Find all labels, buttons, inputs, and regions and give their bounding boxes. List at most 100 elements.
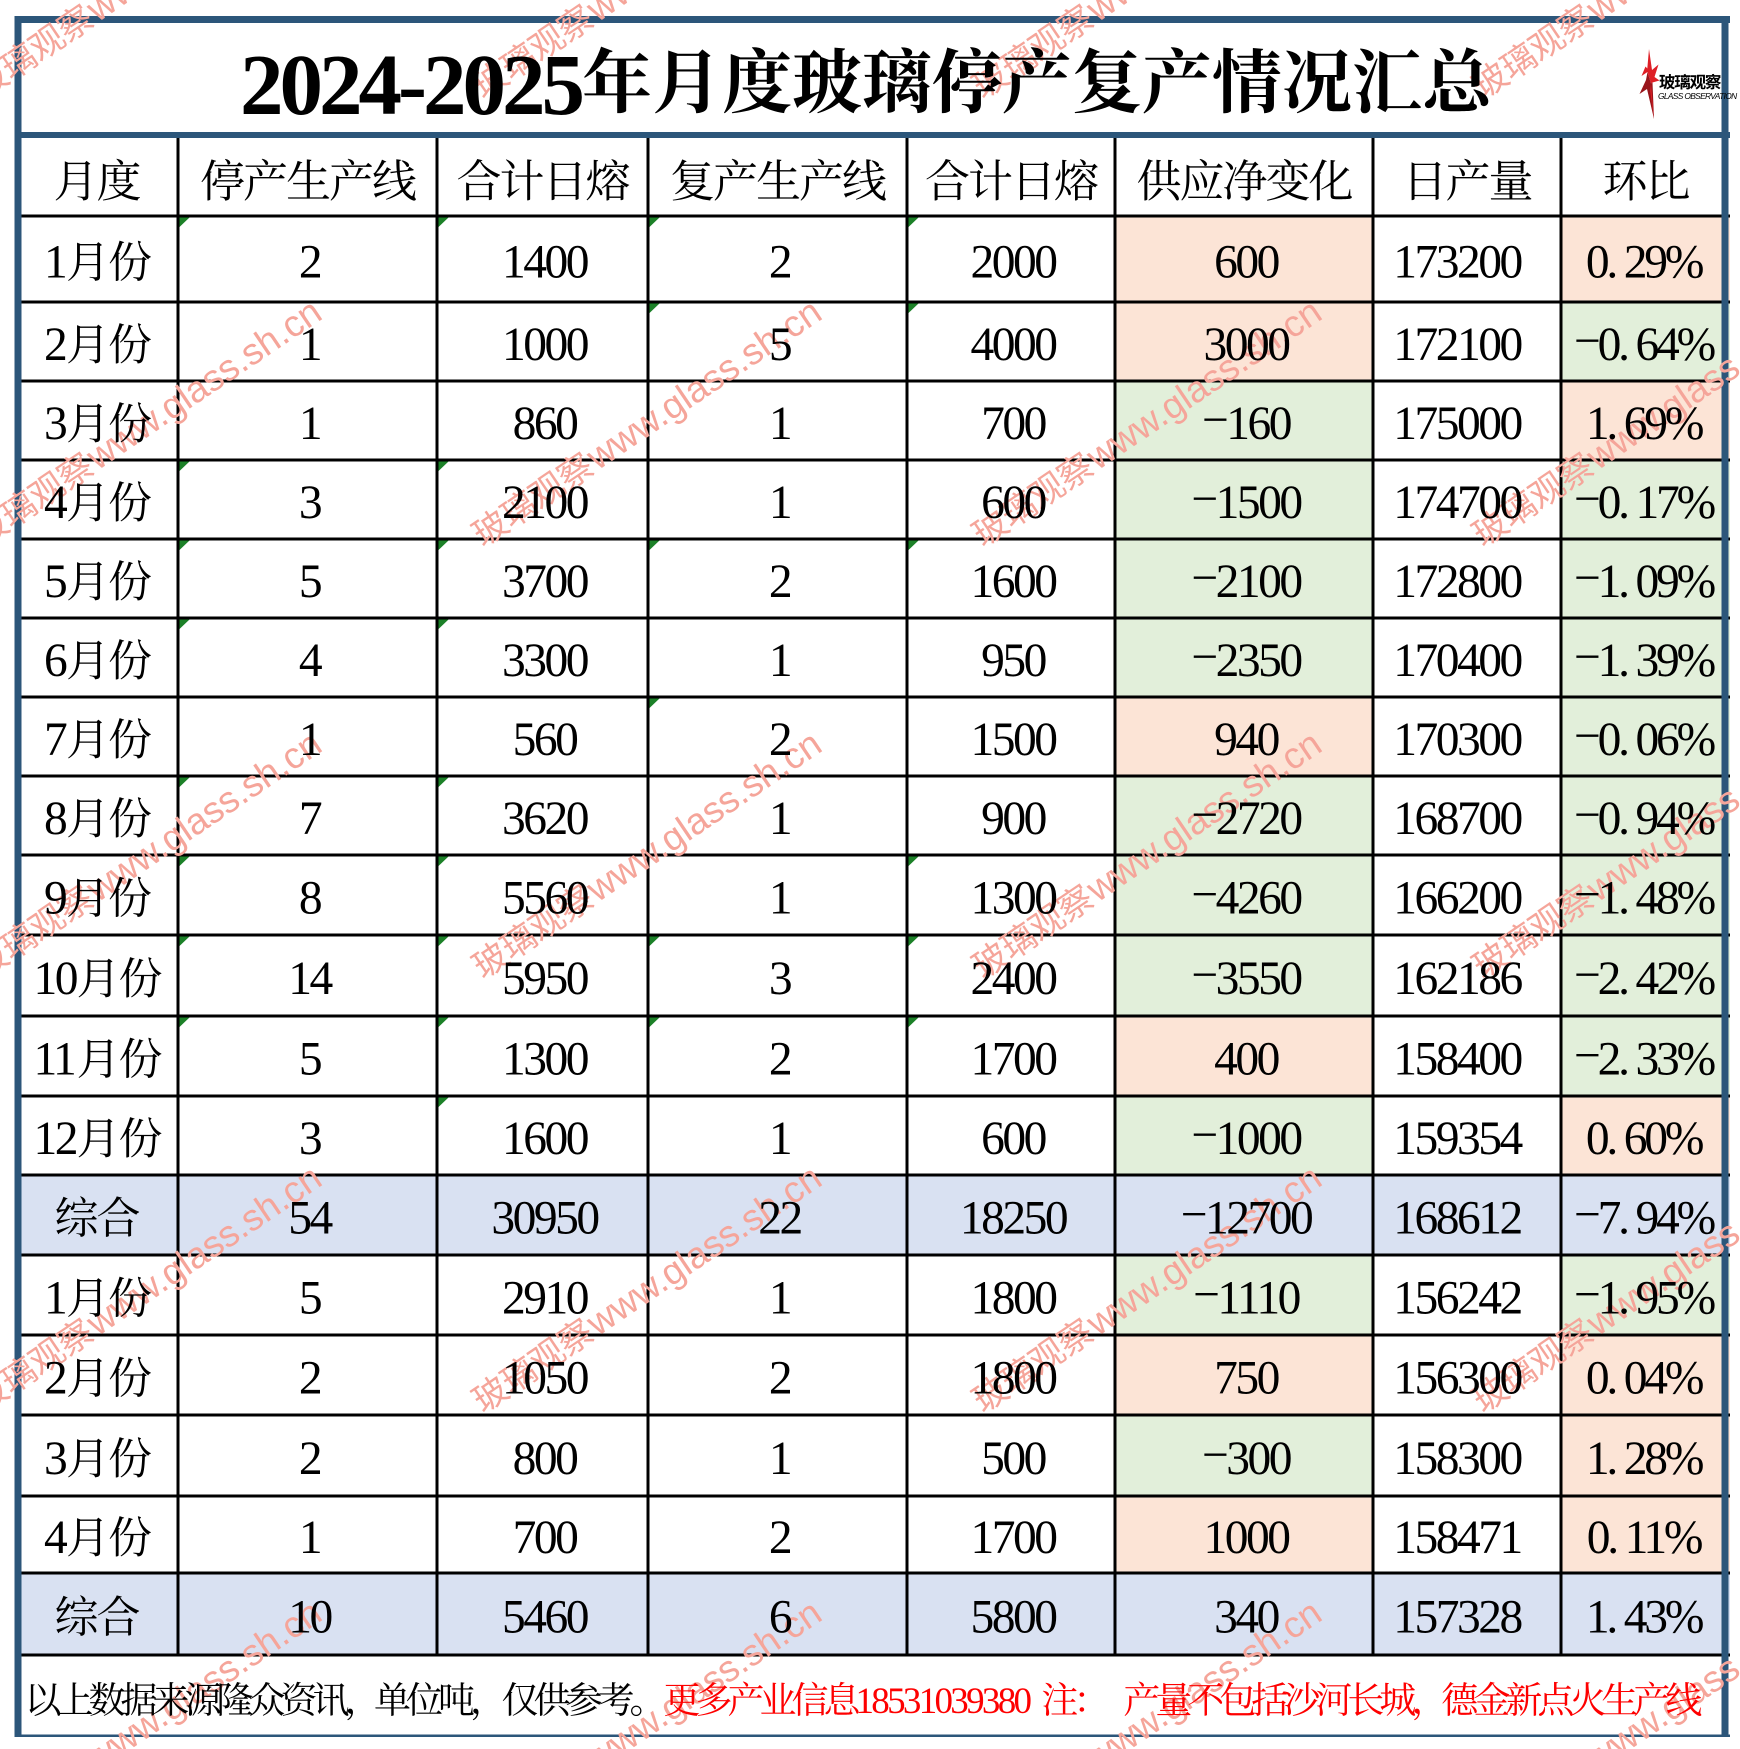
svg-text:700: 700 [981, 398, 1046, 450]
svg-text:5: 5 [299, 556, 321, 608]
svg-text:30950: 30950 [491, 1193, 598, 1245]
svg-text:−160: −160 [1202, 395, 1291, 451]
svg-text:4: 4 [299, 635, 323, 687]
svg-text:2000: 2000 [971, 237, 1057, 289]
svg-text:600: 600 [981, 477, 1046, 529]
svg-text:5: 5 [44, 556, 66, 608]
svg-text:158471: 158471 [1393, 1512, 1521, 1564]
svg-text:940: 940 [1214, 714, 1279, 766]
svg-text:1400: 1400 [502, 237, 588, 289]
svg-text:750: 750 [1214, 1353, 1279, 1405]
svg-text:1. 69%: 1. 69% [1586, 398, 1703, 450]
svg-text:−2720: −2720 [1191, 790, 1301, 846]
svg-text:3000: 3000 [1204, 319, 1290, 371]
svg-text:159354: 159354 [1393, 1113, 1523, 1165]
svg-text:950: 950 [981, 635, 1046, 687]
svg-text:5460: 5460 [502, 1592, 588, 1644]
svg-text:−1. 09%: −1. 09% [1574, 553, 1715, 609]
svg-text:9: 9 [44, 873, 66, 925]
svg-text:−7. 94%: −7. 94% [1574, 1189, 1715, 1245]
svg-text:156300: 156300 [1393, 1353, 1521, 1405]
svg-text:−2. 42%: −2. 42% [1574, 950, 1715, 1006]
svg-text:900: 900 [981, 793, 1046, 845]
svg-text:10: 10 [288, 1592, 331, 1644]
svg-text:5950: 5950 [502, 953, 588, 1005]
svg-text:1: 1 [769, 1273, 790, 1325]
svg-text:2: 2 [44, 1353, 66, 1405]
svg-text:2910: 2910 [502, 1273, 588, 1325]
svg-text:5: 5 [299, 1273, 321, 1325]
svg-text:3: 3 [769, 953, 791, 1005]
svg-text:1: 1 [769, 398, 790, 450]
svg-text:−300: −300 [1202, 1430, 1291, 1486]
svg-text:1700: 1700 [971, 1512, 1057, 1564]
svg-text:GLASS OBSERVATION: GLASS OBSERVATION [1658, 91, 1738, 101]
svg-text:156242: 156242 [1393, 1273, 1521, 1325]
svg-text:600: 600 [1214, 237, 1279, 289]
svg-text:8: 8 [44, 793, 66, 845]
svg-text:174700: 174700 [1393, 477, 1521, 529]
svg-text:2: 2 [769, 1034, 791, 1086]
svg-text:600: 600 [981, 1113, 1046, 1165]
svg-text:400: 400 [1214, 1034, 1279, 1086]
svg-text:1: 1 [769, 873, 790, 925]
svg-text:166200: 166200 [1393, 873, 1521, 925]
svg-text:1: 1 [769, 1433, 790, 1485]
svg-text:2: 2 [769, 1512, 791, 1564]
svg-text:1: 1 [769, 477, 790, 529]
svg-text:−2100: −2100 [1191, 553, 1301, 609]
svg-text:3: 3 [299, 1113, 321, 1165]
svg-text:−1. 95%: −1. 95% [1574, 1269, 1715, 1325]
svg-text:−12700: −12700 [1181, 1189, 1312, 1245]
svg-text:170300: 170300 [1393, 714, 1521, 766]
svg-text:5800: 5800 [971, 1592, 1057, 1644]
svg-text:2: 2 [44, 319, 66, 371]
svg-text:1: 1 [44, 1273, 65, 1325]
svg-text:158300: 158300 [1393, 1433, 1521, 1485]
svg-text:172800: 172800 [1393, 556, 1521, 608]
svg-text:1: 1 [299, 714, 320, 766]
svg-text:172100: 172100 [1393, 319, 1521, 371]
svg-text:1700: 1700 [971, 1034, 1057, 1086]
svg-text:1600: 1600 [502, 1113, 588, 1165]
svg-text:1: 1 [299, 398, 320, 450]
svg-text:168700: 168700 [1393, 793, 1521, 845]
svg-text:1. 28%: 1. 28% [1586, 1433, 1703, 1485]
svg-text:14: 14 [288, 953, 333, 1005]
svg-text:−4260: −4260 [1191, 869, 1301, 925]
svg-text:−1500: −1500 [1191, 474, 1301, 530]
svg-text:0. 29%: 0. 29% [1586, 237, 1703, 289]
svg-text:6: 6 [44, 635, 67, 687]
svg-text:1: 1 [44, 237, 65, 289]
svg-text:−1. 39%: −1. 39% [1574, 632, 1715, 688]
svg-text:4: 4 [44, 1512, 68, 1564]
svg-text:7: 7 [44, 714, 67, 766]
svg-text:1: 1 [769, 793, 790, 845]
svg-text:1800: 1800 [971, 1273, 1057, 1325]
svg-text:1300: 1300 [502, 1034, 588, 1086]
svg-text:1300: 1300 [971, 873, 1057, 925]
svg-text:−2. 33%: −2. 33% [1574, 1030, 1715, 1086]
svg-text:−1000: −1000 [1191, 1110, 1301, 1166]
svg-text:168612: 168612 [1393, 1193, 1521, 1245]
svg-text:175000: 175000 [1393, 398, 1521, 450]
svg-text:1500: 1500 [971, 714, 1057, 766]
svg-text:12: 12 [34, 1113, 77, 1165]
svg-text:157328: 157328 [1393, 1592, 1521, 1644]
svg-text:3: 3 [299, 477, 321, 529]
svg-text:2: 2 [299, 237, 321, 289]
svg-text:2: 2 [769, 714, 791, 766]
svg-text:2024-2025: 2024-2025 [240, 36, 582, 133]
svg-text:−3550: −3550 [1191, 950, 1301, 1006]
svg-text:2: 2 [299, 1433, 321, 1485]
svg-text:1. 43%: 1. 43% [1586, 1592, 1703, 1644]
svg-text:−1. 48%: −1. 48% [1574, 869, 1715, 925]
svg-text:10: 10 [34, 953, 77, 1005]
svg-text:−0. 64%: −0. 64% [1574, 316, 1715, 372]
svg-text:6: 6 [769, 1592, 792, 1644]
svg-text:2400: 2400 [971, 953, 1057, 1005]
svg-text:5560: 5560 [502, 873, 588, 925]
svg-text:700: 700 [513, 1512, 578, 1564]
svg-text:0. 11%: 0. 11% [1587, 1512, 1702, 1564]
svg-text:−2350: −2350 [1191, 632, 1301, 688]
